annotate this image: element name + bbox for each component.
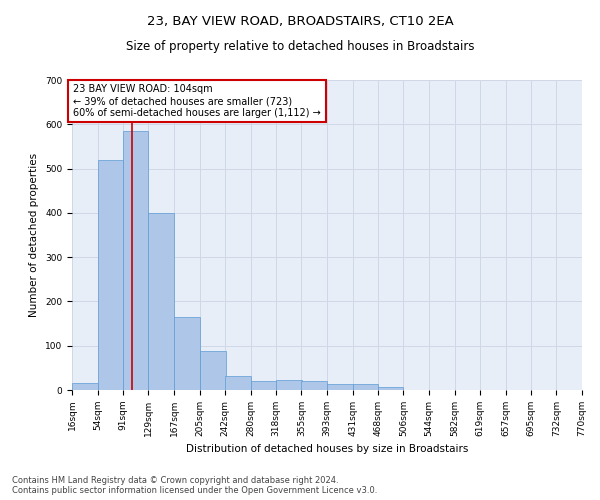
Bar (123, 131, 148, 390)
X-axis label: Distribution of detached houses by size in Broadstairs: Distribution of detached houses by size … (186, 444, 468, 454)
Bar (327, 384, 353, 390)
Text: Size of property relative to detached houses in Broadstairs: Size of property relative to detached ho… (126, 40, 474, 53)
Bar (276, 380, 302, 390)
Text: Contains HM Land Registry data © Crown copyright and database right 2024.: Contains HM Land Registry data © Crown c… (12, 476, 338, 485)
Text: 23, BAY VIEW ROAD, BROADSTAIRS, CT10 2EA: 23, BAY VIEW ROAD, BROADSTAIRS, CT10 2EA (146, 15, 454, 28)
Bar (301, 381, 327, 390)
Bar (98, 160, 124, 390)
Bar (148, 213, 174, 390)
Bar (353, 384, 379, 390)
Text: Contains public sector information licensed under the Open Government Licence v3: Contains public sector information licen… (12, 486, 377, 495)
Text: 23 BAY VIEW ROAD: 104sqm
← 39% of detached houses are smaller (723)
60% of semi-: 23 BAY VIEW ROAD: 104sqm ← 39% of detach… (73, 84, 321, 117)
Bar (200, 351, 226, 390)
Bar (72, 384, 98, 390)
Bar (225, 376, 251, 390)
Bar (251, 381, 276, 390)
Bar (174, 317, 200, 390)
Bar (378, 388, 403, 390)
Y-axis label: Number of detached properties: Number of detached properties (29, 153, 40, 317)
